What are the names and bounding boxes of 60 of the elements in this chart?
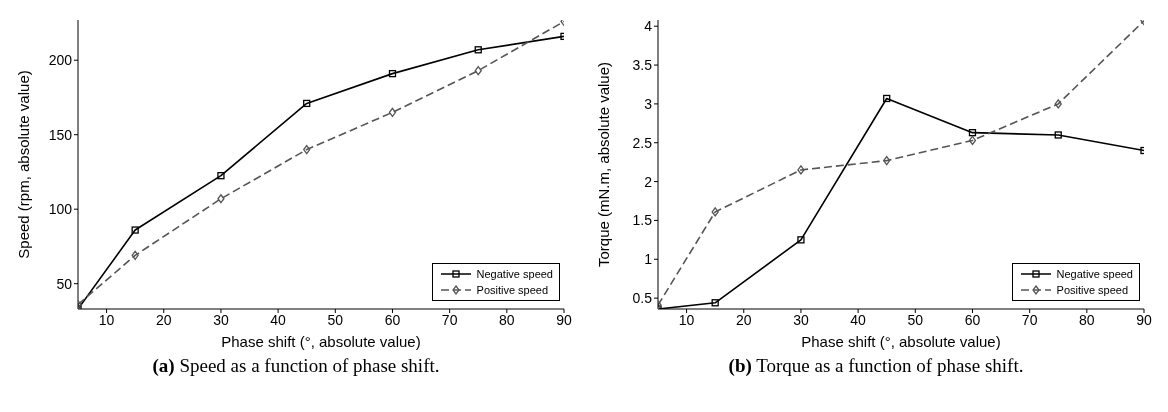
point (303, 99, 311, 108)
x-tick-label: 10 (678, 311, 695, 328)
point (474, 46, 482, 54)
x-tick-label: 90 (556, 311, 572, 328)
x-tick-label: 20 (155, 311, 172, 328)
point (388, 107, 397, 118)
point (883, 94, 891, 103)
y-tick-label: 4 (644, 18, 653, 35)
point (968, 129, 977, 137)
y-tick-label: 1.5 (632, 212, 653, 229)
x-tick-label: 90 (1136, 311, 1152, 328)
y-tick-label: 150 (48, 126, 73, 143)
y-tick-label: 100 (48, 201, 73, 218)
legend-label: Negative speed (1056, 268, 1133, 280)
point (474, 66, 482, 76)
text: (b) Torque as a function of phase shift. (727, 355, 1025, 377)
x-tick-label: 20 (735, 311, 752, 328)
y-tick-label: 2 (644, 173, 653, 190)
legend-label: Positive speed (476, 284, 549, 296)
point (1054, 131, 1062, 139)
legend-label: Positive speed (1056, 284, 1129, 296)
x-tick-label: 80 (499, 311, 515, 328)
x-axis-title: Phase shift (°, absolute value) (801, 333, 1001, 350)
y-tick-label: 3.5 (632, 57, 653, 74)
x-axis-title: Phase shift (°, absolute value) (221, 333, 421, 350)
y-tick-label: 50 (56, 275, 73, 292)
y-axis-title: Torque (mN.m, absolute value) (595, 61, 613, 268)
point (968, 135, 977, 146)
point (711, 299, 719, 307)
point (883, 155, 891, 166)
text: (a) Speed as a function of phase shift. (151, 355, 441, 377)
x-tick-label: 70 (441, 311, 458, 328)
point (711, 207, 719, 217)
point (797, 165, 805, 175)
x-tick-label: 30 (213, 311, 229, 328)
y-tick-label: 1 (644, 251, 653, 268)
x-tick-label: 40 (270, 311, 287, 328)
x-tick-label: 80 (1079, 311, 1095, 328)
x-tick-label: 30 (793, 311, 809, 328)
x-tick-label: 60 (964, 311, 981, 328)
point (217, 194, 225, 204)
y-tick-label: 200 (48, 52, 73, 69)
point (131, 250, 139, 261)
y-tick-label: 3 (644, 95, 653, 112)
point (303, 144, 311, 155)
y-tick-label: 0.5 (632, 290, 653, 307)
x-tick-label: 10 (98, 311, 115, 328)
y-axis-title: Speed (rpm, absolute value) (15, 70, 33, 259)
legend-label: Negative speed (476, 268, 553, 280)
point (797, 236, 805, 244)
point (131, 226, 139, 234)
point (217, 172, 225, 180)
point (388, 69, 397, 78)
point (1054, 99, 1062, 109)
x-tick-label: 60 (384, 311, 401, 328)
x-tick-label: 70 (1021, 311, 1038, 328)
x-tick-label: 50 (327, 311, 344, 328)
x-tick-label: 40 (850, 311, 867, 328)
x-tick-label: 50 (907, 311, 924, 328)
y-tick-label: 2.5 (632, 134, 653, 151)
